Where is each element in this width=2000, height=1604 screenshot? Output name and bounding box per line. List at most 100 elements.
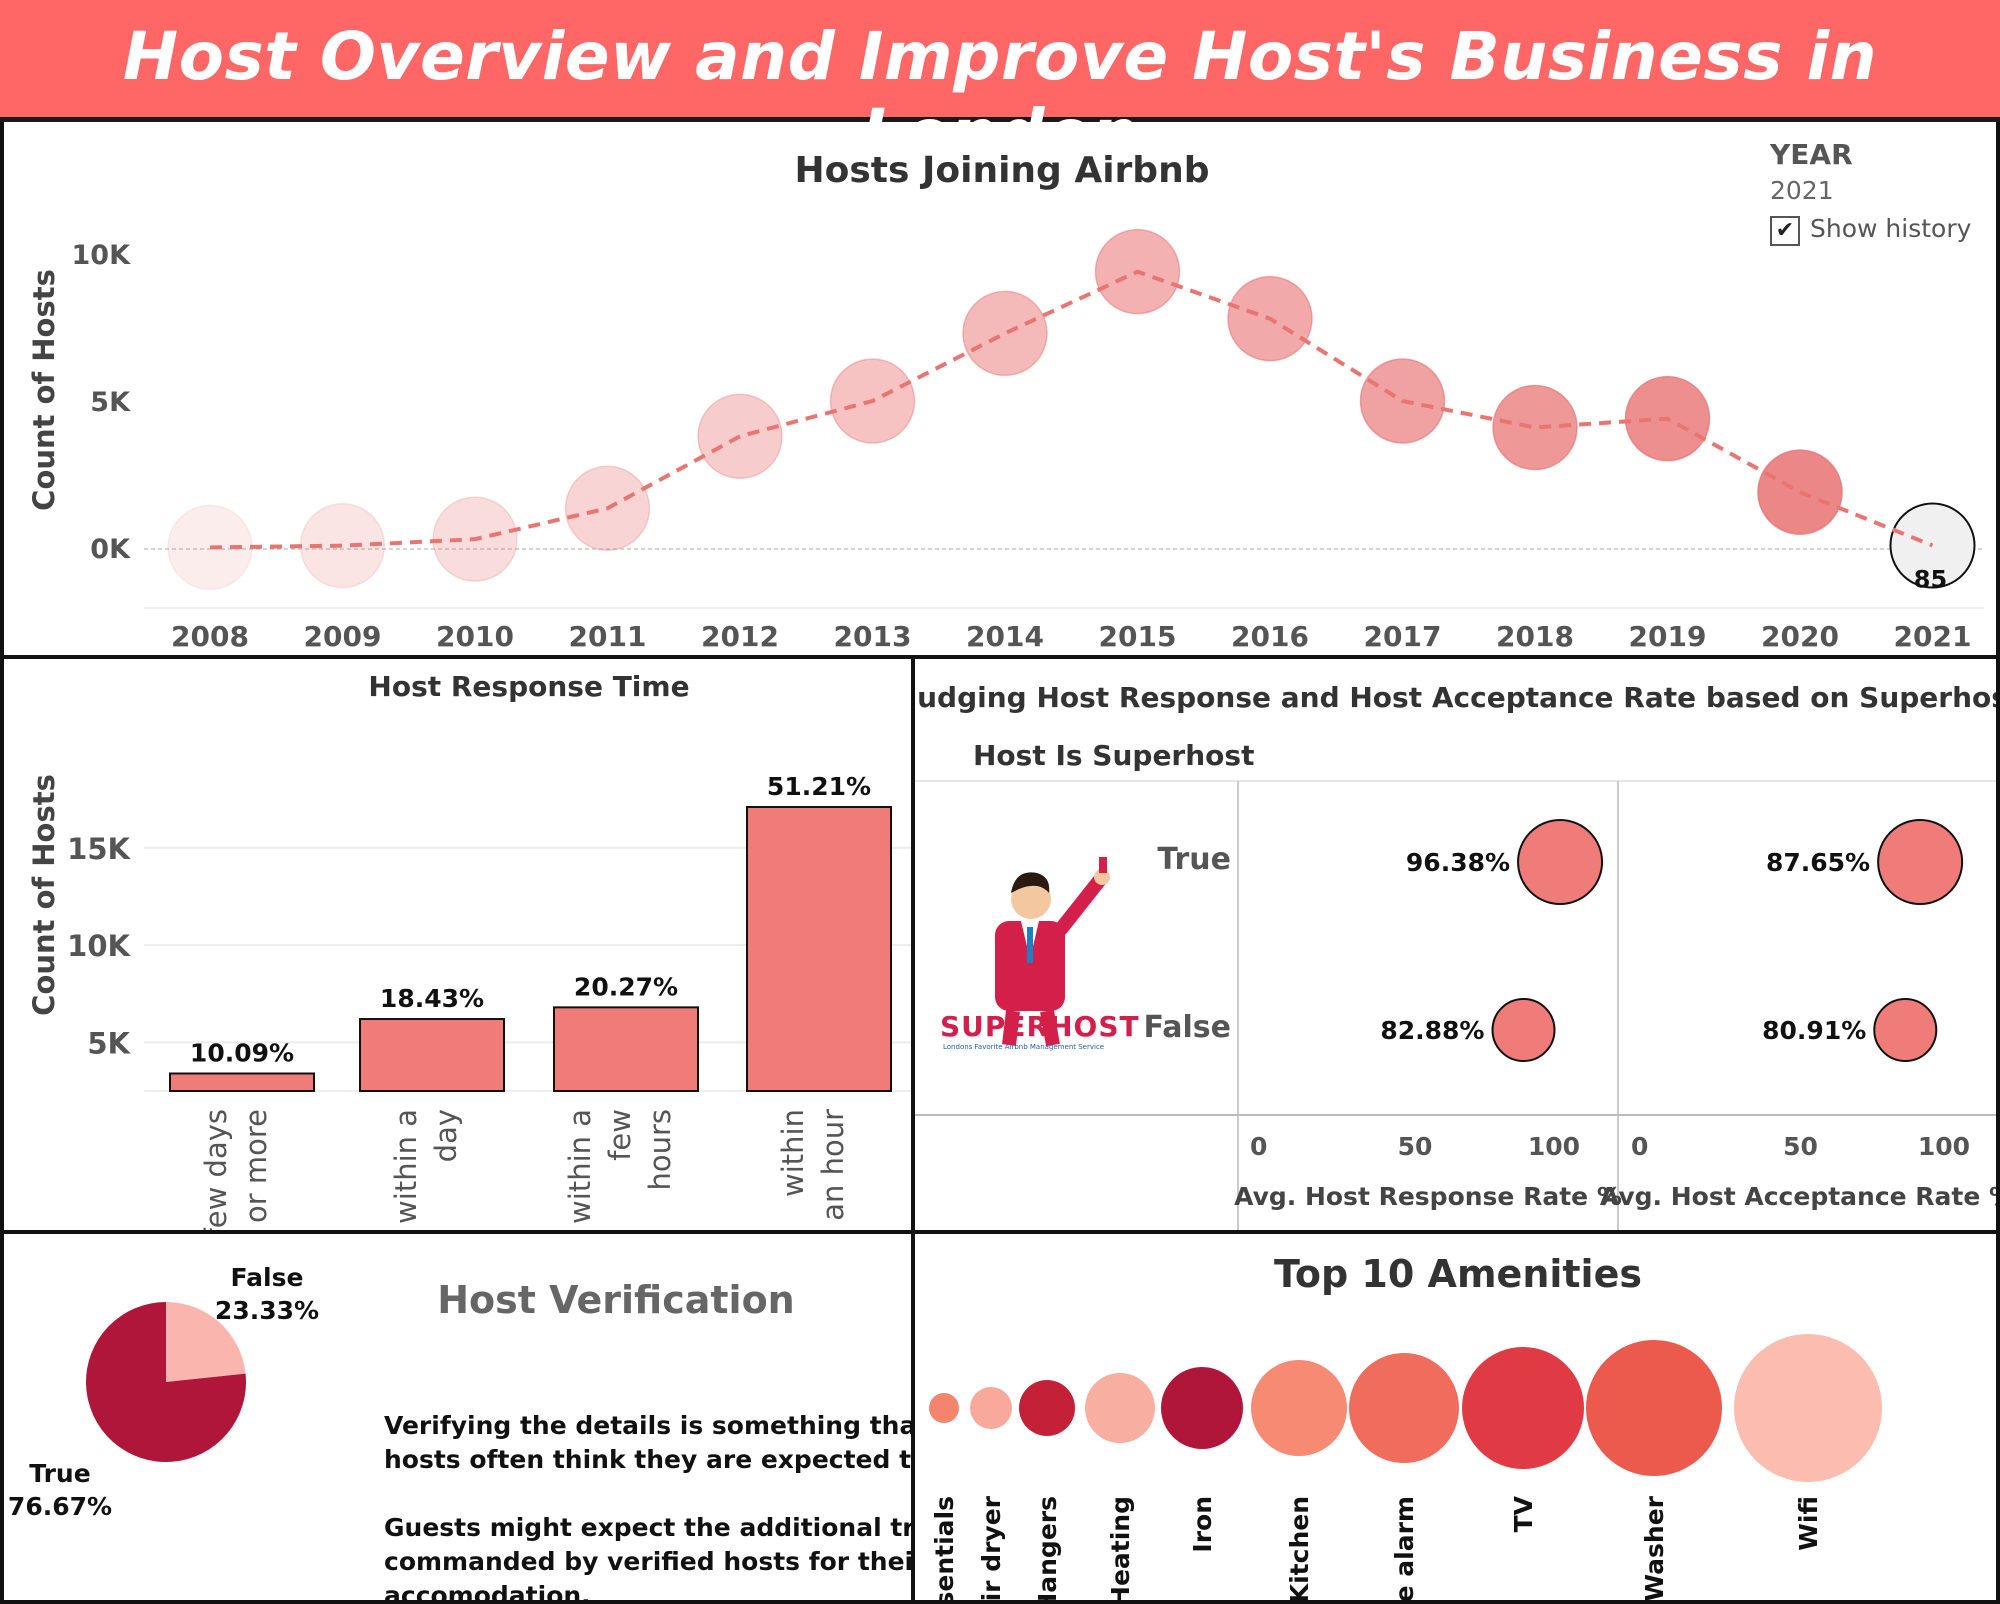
rate-dot[interactable] bbox=[1873, 998, 1938, 1062]
rate-value-label: 80.91% bbox=[1762, 1016, 1866, 1045]
rate-dot[interactable] bbox=[1517, 819, 1604, 905]
logo-hair bbox=[1011, 872, 1050, 893]
verification-pie-chart: False 23.33% True 76.67% Host Verificati… bbox=[8, 1263, 911, 1600]
hosts-trend-line bbox=[209, 269, 1934, 550]
verification-title: Host Verification bbox=[437, 1278, 794, 1322]
logo-leg-right bbox=[1040, 1009, 1060, 1047]
year-filter-value[interactable]: 2021 bbox=[1770, 176, 1834, 205]
rate-dot[interactable] bbox=[1491, 998, 1556, 1062]
amenity-bubble[interactable] bbox=[1019, 1380, 1075, 1436]
amenity-bubble[interactable] bbox=[1734, 1334, 1882, 1482]
pie-false-label: False bbox=[231, 1263, 304, 1292]
x-category-label: within a bbox=[389, 1109, 423, 1224]
x-tick-label: 100 bbox=[1918, 1132, 1970, 1161]
superhost-panel: Judging Host Response and Host Acceptanc… bbox=[911, 655, 2000, 1234]
x-tick-label: 0 bbox=[1631, 1132, 1648, 1161]
amenity-label: Smoke alarm bbox=[1390, 1496, 1419, 1600]
amenity-bubble[interactable] bbox=[1462, 1347, 1584, 1469]
response-time-title: Host Response Time bbox=[368, 670, 689, 703]
show-history-label[interactable]: Show history bbox=[1810, 214, 1972, 243]
amenity-label: Hangers bbox=[1033, 1496, 1062, 1600]
show-history-checkbox[interactable]: ✔ bbox=[1770, 216, 1800, 246]
amenity-bubble[interactable] bbox=[970, 1387, 1012, 1429]
response-time-chart: Host Response Time Count of Hosts 15K 10K… bbox=[27, 670, 911, 1230]
amenity-label: Wifi bbox=[1794, 1496, 1823, 1551]
x-tick-label: 2014 bbox=[966, 620, 1044, 653]
amenity-label: Washer bbox=[1640, 1495, 1669, 1600]
superhost-chart: Judging Host Response and Host Acceptanc… bbox=[915, 681, 1996, 1230]
verification-panel: False 23.33% True 76.67% Host Verificati… bbox=[0, 1230, 915, 1604]
year-bubble[interactable] bbox=[962, 290, 1048, 377]
logo-text: SUPERHOST bbox=[940, 1010, 1140, 1043]
amenities-title: Top 10 Amenities bbox=[1274, 1252, 1642, 1296]
amenity-label: Essentials bbox=[930, 1496, 959, 1600]
x-tick-label: 2009 bbox=[304, 620, 382, 653]
pie-true-label: True bbox=[29, 1459, 90, 1488]
x-category-label: few bbox=[603, 1109, 637, 1161]
bar-value-label: 20.27% bbox=[574, 972, 678, 1001]
pie-slice-true[interactable] bbox=[86, 1302, 247, 1462]
logo-suit bbox=[995, 921, 1065, 1011]
superhost-row-false: False bbox=[1144, 1010, 1231, 1045]
hosts-joining-panel: Hosts Joining Airbnb Count of Hosts 10K 5… bbox=[0, 122, 2000, 659]
verification-text-1b: hosts often think they are expected to d… bbox=[384, 1445, 911, 1474]
x-tick-label: 2017 bbox=[1364, 620, 1442, 653]
response-bar[interactable] bbox=[359, 1018, 505, 1093]
superhost-row-header: Host Is Superhost bbox=[973, 739, 1254, 772]
amenity-bubble[interactable] bbox=[929, 1393, 959, 1423]
x-tick-label: 50 bbox=[1398, 1132, 1433, 1161]
bar-value-label: 51.21% bbox=[767, 772, 871, 801]
response-axis-title: Avg. Host Response Rate % bbox=[1234, 1182, 1622, 1211]
year-bubble[interactable] bbox=[1492, 384, 1578, 471]
y-tick-label: 10K bbox=[67, 929, 131, 963]
pie-slice-false[interactable] bbox=[166, 1302, 246, 1382]
hosts-joining-chart: Hosts Joining Airbnb Count of Hosts 10K 5… bbox=[27, 150, 1984, 653]
verification-text-2b: commanded by verified hosts for their bbox=[384, 1547, 911, 1576]
x-tick-label: 2011 bbox=[569, 620, 647, 653]
response-bar[interactable] bbox=[553, 1006, 699, 1093]
response-time-ylabel: Count of Hosts bbox=[27, 774, 61, 1016]
rate-value-label: 96.38% bbox=[1406, 848, 1510, 877]
dashboard-header: Host Overview and Improve Host's Busines… bbox=[0, 0, 2000, 172]
x-tick-label: 100 bbox=[1528, 1132, 1580, 1161]
x-tick-label: 50 bbox=[1783, 1132, 1818, 1161]
logo-arm bbox=[1054, 874, 1106, 936]
x-tick-label: 2018 bbox=[1496, 620, 1574, 653]
response-bar[interactable] bbox=[169, 1072, 315, 1093]
pie-true-pct: 76.67% bbox=[8, 1492, 112, 1521]
amenity-label: Kitchen bbox=[1285, 1496, 1314, 1600]
x-category-label: hours bbox=[643, 1109, 677, 1191]
verification-text-2c: accomodation. bbox=[384, 1581, 591, 1600]
amenity-bubble[interactable] bbox=[1085, 1373, 1155, 1443]
logo-leg-left bbox=[1002, 1010, 1020, 1046]
x-category-label: few days bbox=[199, 1109, 233, 1230]
x-tick-label: 2008 bbox=[171, 620, 249, 653]
verification-text-1a: Verifying the details is something that bbox=[384, 1411, 911, 1440]
logo-head bbox=[1011, 879, 1051, 919]
amenity-label: Hair dryer bbox=[977, 1495, 1006, 1600]
amenity-bubble[interactable] bbox=[1161, 1367, 1243, 1449]
year-bubble[interactable] bbox=[697, 393, 783, 480]
bar-value-label: 18.43% bbox=[380, 984, 484, 1013]
x-tick-label: 2021 bbox=[1894, 620, 1972, 653]
response-time-panel: Host Response Time Count of Hosts 15K 10K… bbox=[0, 655, 915, 1234]
superhost-logo: SUPERHOST Londons Favorite Airbnb Manage… bbox=[940, 857, 1140, 1051]
bar-value-label: 10.09% bbox=[190, 1038, 294, 1067]
response-bar[interactable] bbox=[746, 806, 892, 1092]
year-filter-label: YEAR bbox=[1770, 138, 1853, 171]
x-tick-label: 2016 bbox=[1231, 620, 1309, 653]
pie-false-pct: 23.33% bbox=[215, 1296, 319, 1325]
x-tick-label: 2012 bbox=[701, 620, 779, 653]
amenity-label: Iron bbox=[1188, 1496, 1217, 1553]
amenity-bubble[interactable] bbox=[1349, 1353, 1459, 1463]
rate-dot[interactable] bbox=[1877, 819, 1964, 905]
superhost-title: Judging Host Response and Host Acceptanc… bbox=[915, 681, 1996, 714]
logo-card bbox=[1099, 857, 1107, 873]
amenity-bubble[interactable] bbox=[1251, 1360, 1347, 1456]
x-tick-label: 2020 bbox=[1761, 620, 1839, 653]
highlight-value-label: 85 bbox=[1914, 566, 1947, 594]
amenity-bubble[interactable] bbox=[1586, 1340, 1722, 1476]
amenities-panel: Top 10 Amenities Essentials Hair dryer Han… bbox=[911, 1230, 2000, 1604]
x-category-label: an hour bbox=[816, 1109, 850, 1221]
amenities-chart: Top 10 Amenities Essentials Hair dryer Han… bbox=[929, 1252, 1882, 1600]
